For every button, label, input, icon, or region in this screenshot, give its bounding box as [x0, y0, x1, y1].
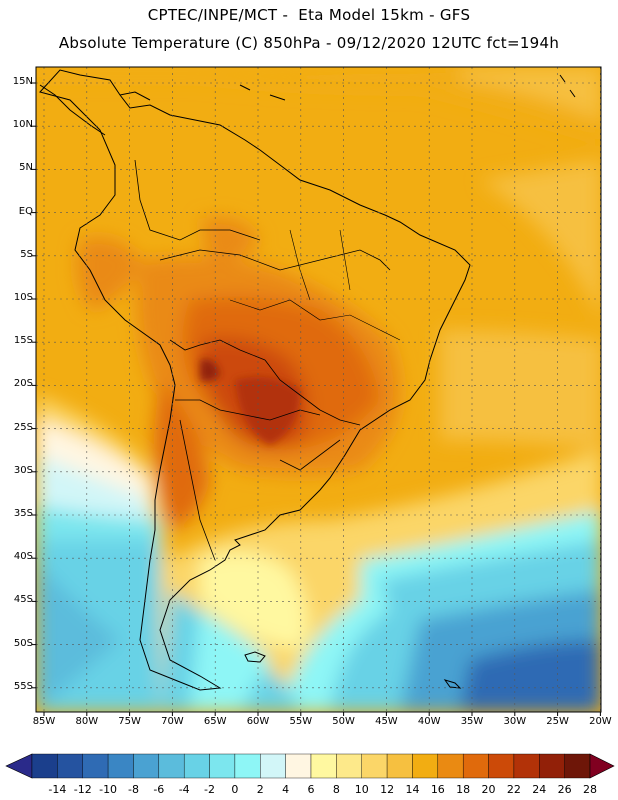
colorbar-label: 8: [332, 783, 340, 796]
lon-label: 25W: [546, 716, 569, 727]
colorbar-label: 22: [506, 783, 521, 796]
lon-label: 80W: [75, 716, 99, 727]
temperature-field: [36, 67, 601, 712]
colorbar-swatch: [158, 753, 185, 779]
lat-label: 45S: [13, 594, 33, 606]
country-border-5: [179, 419, 216, 561]
lat-label: 50S: [13, 637, 33, 649]
coastline: [39, 69, 471, 691]
lon-label: 45W: [375, 716, 398, 727]
lat-label: 15N: [12, 76, 33, 87]
country-border-2: [134, 159, 261, 241]
colorbar-swatch: [361, 753, 388, 779]
colorbar-swatch: [462, 753, 489, 779]
colorbar-label: -14: [48, 783, 67, 796]
south-georgia: [443, 679, 462, 689]
country-border-7: [279, 439, 341, 471]
colorbar-label: 18: [456, 783, 471, 796]
colorbar-label: -8: [127, 783, 139, 796]
lon-label: 75W: [118, 716, 141, 727]
colorbar-swatch: [183, 753, 210, 779]
colorbar-label: 4: [282, 783, 290, 796]
colorbar-swatch: [82, 753, 109, 779]
lat-label: 5S: [20, 248, 33, 260]
colorbar-label: -6: [153, 783, 165, 796]
lat-label: EQ: [18, 205, 33, 217]
colorbar-swatch: [260, 753, 286, 779]
title-line-1: CPTEC/INPE/MCT - Eta Model 15km - GFS: [147, 6, 471, 24]
colorbar-swatch: [133, 753, 160, 779]
colorbar-swatch: [513, 753, 540, 779]
colorbar-swatch: [386, 753, 413, 779]
country-border-8: [229, 299, 401, 341]
colorbar-label: 0: [231, 783, 239, 796]
colorbar-swatch: [285, 753, 312, 779]
lat-label: 20S: [13, 378, 33, 390]
colorbar-swatch: [57, 753, 83, 779]
colorbar-label: -12: [73, 783, 92, 796]
axis-ticks: [32, 82, 601, 716]
colorbar-swatch: [209, 753, 236, 779]
country-border-4: [175, 399, 321, 421]
lat-label: 35S: [13, 508, 33, 519]
colorbar-label: 16: [430, 783, 445, 796]
colorbar-label: 12: [380, 783, 395, 796]
lat-label: 10S: [13, 292, 33, 303]
colorbar-over-arrow: [589, 753, 615, 779]
colorbar-swatch: [234, 753, 261, 779]
lat-label: 15S: [13, 335, 33, 347]
colorbar-label: 2: [256, 783, 264, 796]
colorbar-swatch: [488, 753, 515, 779]
colorbar-label: 24: [532, 783, 547, 796]
plot-frame: [35, 66, 602, 713]
lon-label: 20W: [589, 716, 612, 727]
colorbar-swatch: [437, 753, 464, 779]
colorbar-label: -2: [204, 783, 216, 796]
lon-label: 55W: [289, 716, 313, 727]
colorbar-label: 28: [583, 783, 597, 796]
lon-label: 65W: [203, 716, 227, 727]
lon-label: 50W: [332, 716, 355, 727]
country-border-6: [264, 359, 361, 426]
colorbar-swatch: [31, 753, 58, 779]
lat-label: 5N: [19, 162, 33, 174]
lon-label: 30W: [503, 716, 527, 727]
colorbar-swatch: [564, 753, 591, 779]
lon-label: 35W: [460, 716, 484, 727]
colorbar-swatch: [539, 753, 565, 779]
colorbar-label: -10: [99, 783, 118, 796]
colorbar-swatch: [412, 753, 439, 779]
colorbar-under-arrow: [5, 753, 33, 779]
caribbean-islands: [239, 74, 576, 101]
colorbar-swatch: [310, 753, 337, 779]
country-border-9: [289, 229, 351, 301]
colorbar-label: 10: [354, 783, 369, 796]
country-border-1: [159, 249, 391, 271]
lat-label: 55S: [13, 680, 33, 692]
colorbar-label: 6: [307, 783, 315, 796]
colorbar-swatch: [107, 753, 134, 779]
colorbar-label: -4: [178, 783, 190, 796]
lon-label: 40W: [417, 716, 441, 727]
lat-label: 30S: [13, 464, 33, 476]
title-line-2: Absolute Temperature (C) 850hPa - 09/12/…: [58, 34, 560, 52]
lon-label: 85W: [32, 716, 56, 727]
colorbar-label: 14: [405, 783, 420, 796]
lon-label: 60W: [246, 716, 270, 727]
lat-label: 25S: [13, 421, 33, 433]
colorbar-label: 20: [481, 783, 496, 796]
lat-lon-grid: [36, 67, 601, 712]
lat-label: 40S: [13, 551, 33, 563]
lon-label: 70W: [161, 716, 184, 727]
lat-label: 10N: [12, 119, 33, 131]
colorbar: [5, 753, 615, 779]
colorbar-swatch: [336, 753, 362, 779]
colorbar-label: 26: [557, 783, 572, 796]
land-outlines: [39, 69, 576, 691]
central-america: [39, 84, 151, 136]
falklands: [244, 651, 266, 663]
